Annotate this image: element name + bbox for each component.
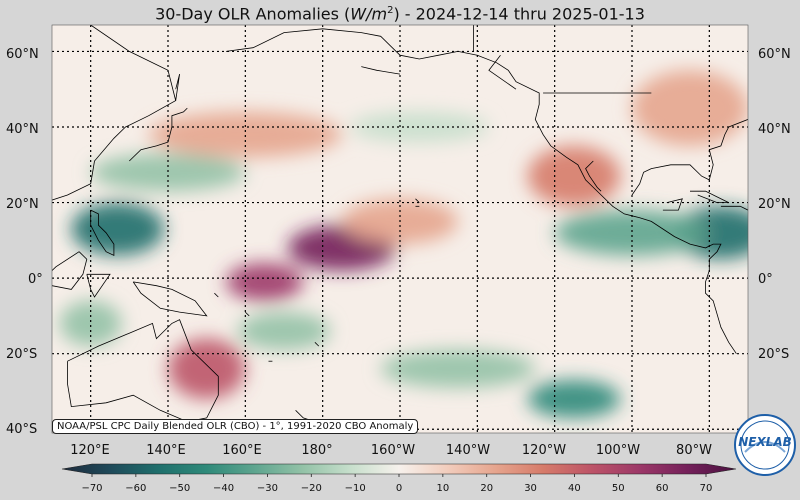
coastline xyxy=(67,319,219,423)
coastline xyxy=(361,66,401,75)
colorbar xyxy=(61,463,737,477)
coastline xyxy=(225,28,737,354)
anomaly-region xyxy=(71,202,165,256)
map-title: 30-Day OLR Anomalies (W/m2) - 2024-12-14… xyxy=(0,0,800,24)
anomaly-region xyxy=(168,338,246,399)
colorbar-tick-label: 60 xyxy=(655,483,669,494)
colorbar-tick-label: −40 xyxy=(213,483,235,494)
lat-label-right-60n: 60°N xyxy=(758,47,791,62)
lon-label-100w: 100°W xyxy=(595,443,641,458)
lon-label-80w: 80°W xyxy=(676,443,712,458)
colorbar-tick-label: −20 xyxy=(300,483,322,494)
coastline xyxy=(631,119,748,196)
colorbar-tick-label: −10 xyxy=(344,483,366,494)
lat-label-right-0: 0° xyxy=(758,272,773,287)
coastline xyxy=(129,107,188,162)
coastline xyxy=(132,281,208,317)
coastline xyxy=(52,25,177,201)
lat-label-left-0: 0° xyxy=(28,272,43,287)
anomaly-region xyxy=(554,210,710,256)
anomaly-region xyxy=(527,380,621,418)
colorbar-tick-label: −50 xyxy=(169,483,191,494)
coastline xyxy=(585,160,602,192)
colorbar-tick-label: −70 xyxy=(81,483,103,494)
colorbar-tick-label: 0 xyxy=(395,483,403,494)
lon-label-140w: 140°W xyxy=(445,443,491,458)
coastline xyxy=(175,73,180,101)
lon-label-160e: 160°E xyxy=(222,443,262,458)
anomaly-region xyxy=(349,111,489,143)
lon-label-120w: 120°W xyxy=(521,443,567,458)
title-date-range: ) - 2024-12-14 thru 2025-01-13 xyxy=(393,4,645,24)
colorbar-scale xyxy=(61,463,737,475)
lat-label-left-40n: 40°N xyxy=(6,122,39,137)
colorbar-tick-label: 50 xyxy=(611,483,625,494)
lat-label-left-20s: 20°S xyxy=(6,347,38,362)
coastline xyxy=(90,209,115,257)
coastline xyxy=(245,311,250,317)
coastline xyxy=(488,54,517,90)
colorbar-tick-label: −30 xyxy=(256,483,278,494)
coastline xyxy=(52,251,88,290)
coastlines xyxy=(52,25,748,433)
colorbar-tick-label: 40 xyxy=(568,483,581,494)
svg-text:NEXLAB: NEXLAB xyxy=(738,435,792,449)
colorbar-tick-label: −60 xyxy=(125,483,147,494)
anomaly-region xyxy=(148,111,342,158)
anomaly-region xyxy=(527,145,621,207)
anomaly-region xyxy=(237,312,331,350)
title-unit-exponent: 2 xyxy=(387,5,394,16)
anomaly-region xyxy=(380,349,536,388)
coastline xyxy=(214,292,219,298)
title-prefix: 30-Day OLR Anomalies ( xyxy=(155,4,351,24)
lon-label-160w: 160°W xyxy=(370,443,416,458)
colorbar-tick-label: 30 xyxy=(524,483,537,494)
lat-label-left-60n: 60°N xyxy=(6,47,39,62)
data-source-note: NOAA/PSL CPC Daily Blended OLR (CBO) - 1… xyxy=(52,419,419,434)
lon-label-140e: 140°E xyxy=(146,443,186,458)
title-unit: W/m xyxy=(350,4,388,24)
colorbar-tick-label: 10 xyxy=(436,483,450,494)
anomaly-region xyxy=(225,263,304,301)
coastline xyxy=(662,198,683,211)
lat-label-left-40s: 40°S xyxy=(6,422,38,437)
lon-label-120e: 120°E xyxy=(70,443,110,458)
lat-label-right-20s: 20°S xyxy=(758,347,790,362)
colorbar-tick-label: 20 xyxy=(480,483,494,494)
anomaly-region xyxy=(632,70,748,146)
anomaly-region xyxy=(59,300,122,347)
lat-label-right-40n: 40°N xyxy=(758,122,791,137)
lat-label-right-20n: 20°N xyxy=(758,197,791,212)
lat-label-left-20n: 20°N xyxy=(6,197,39,212)
coastline xyxy=(86,273,111,298)
lon-label-180: 180° xyxy=(301,443,333,458)
colorbar-tick-label: 70 xyxy=(699,483,713,494)
coastline xyxy=(314,342,320,347)
coastline xyxy=(720,205,748,211)
nexlab-logo: NEXLAB xyxy=(734,414,796,476)
anomaly-region xyxy=(90,153,246,192)
